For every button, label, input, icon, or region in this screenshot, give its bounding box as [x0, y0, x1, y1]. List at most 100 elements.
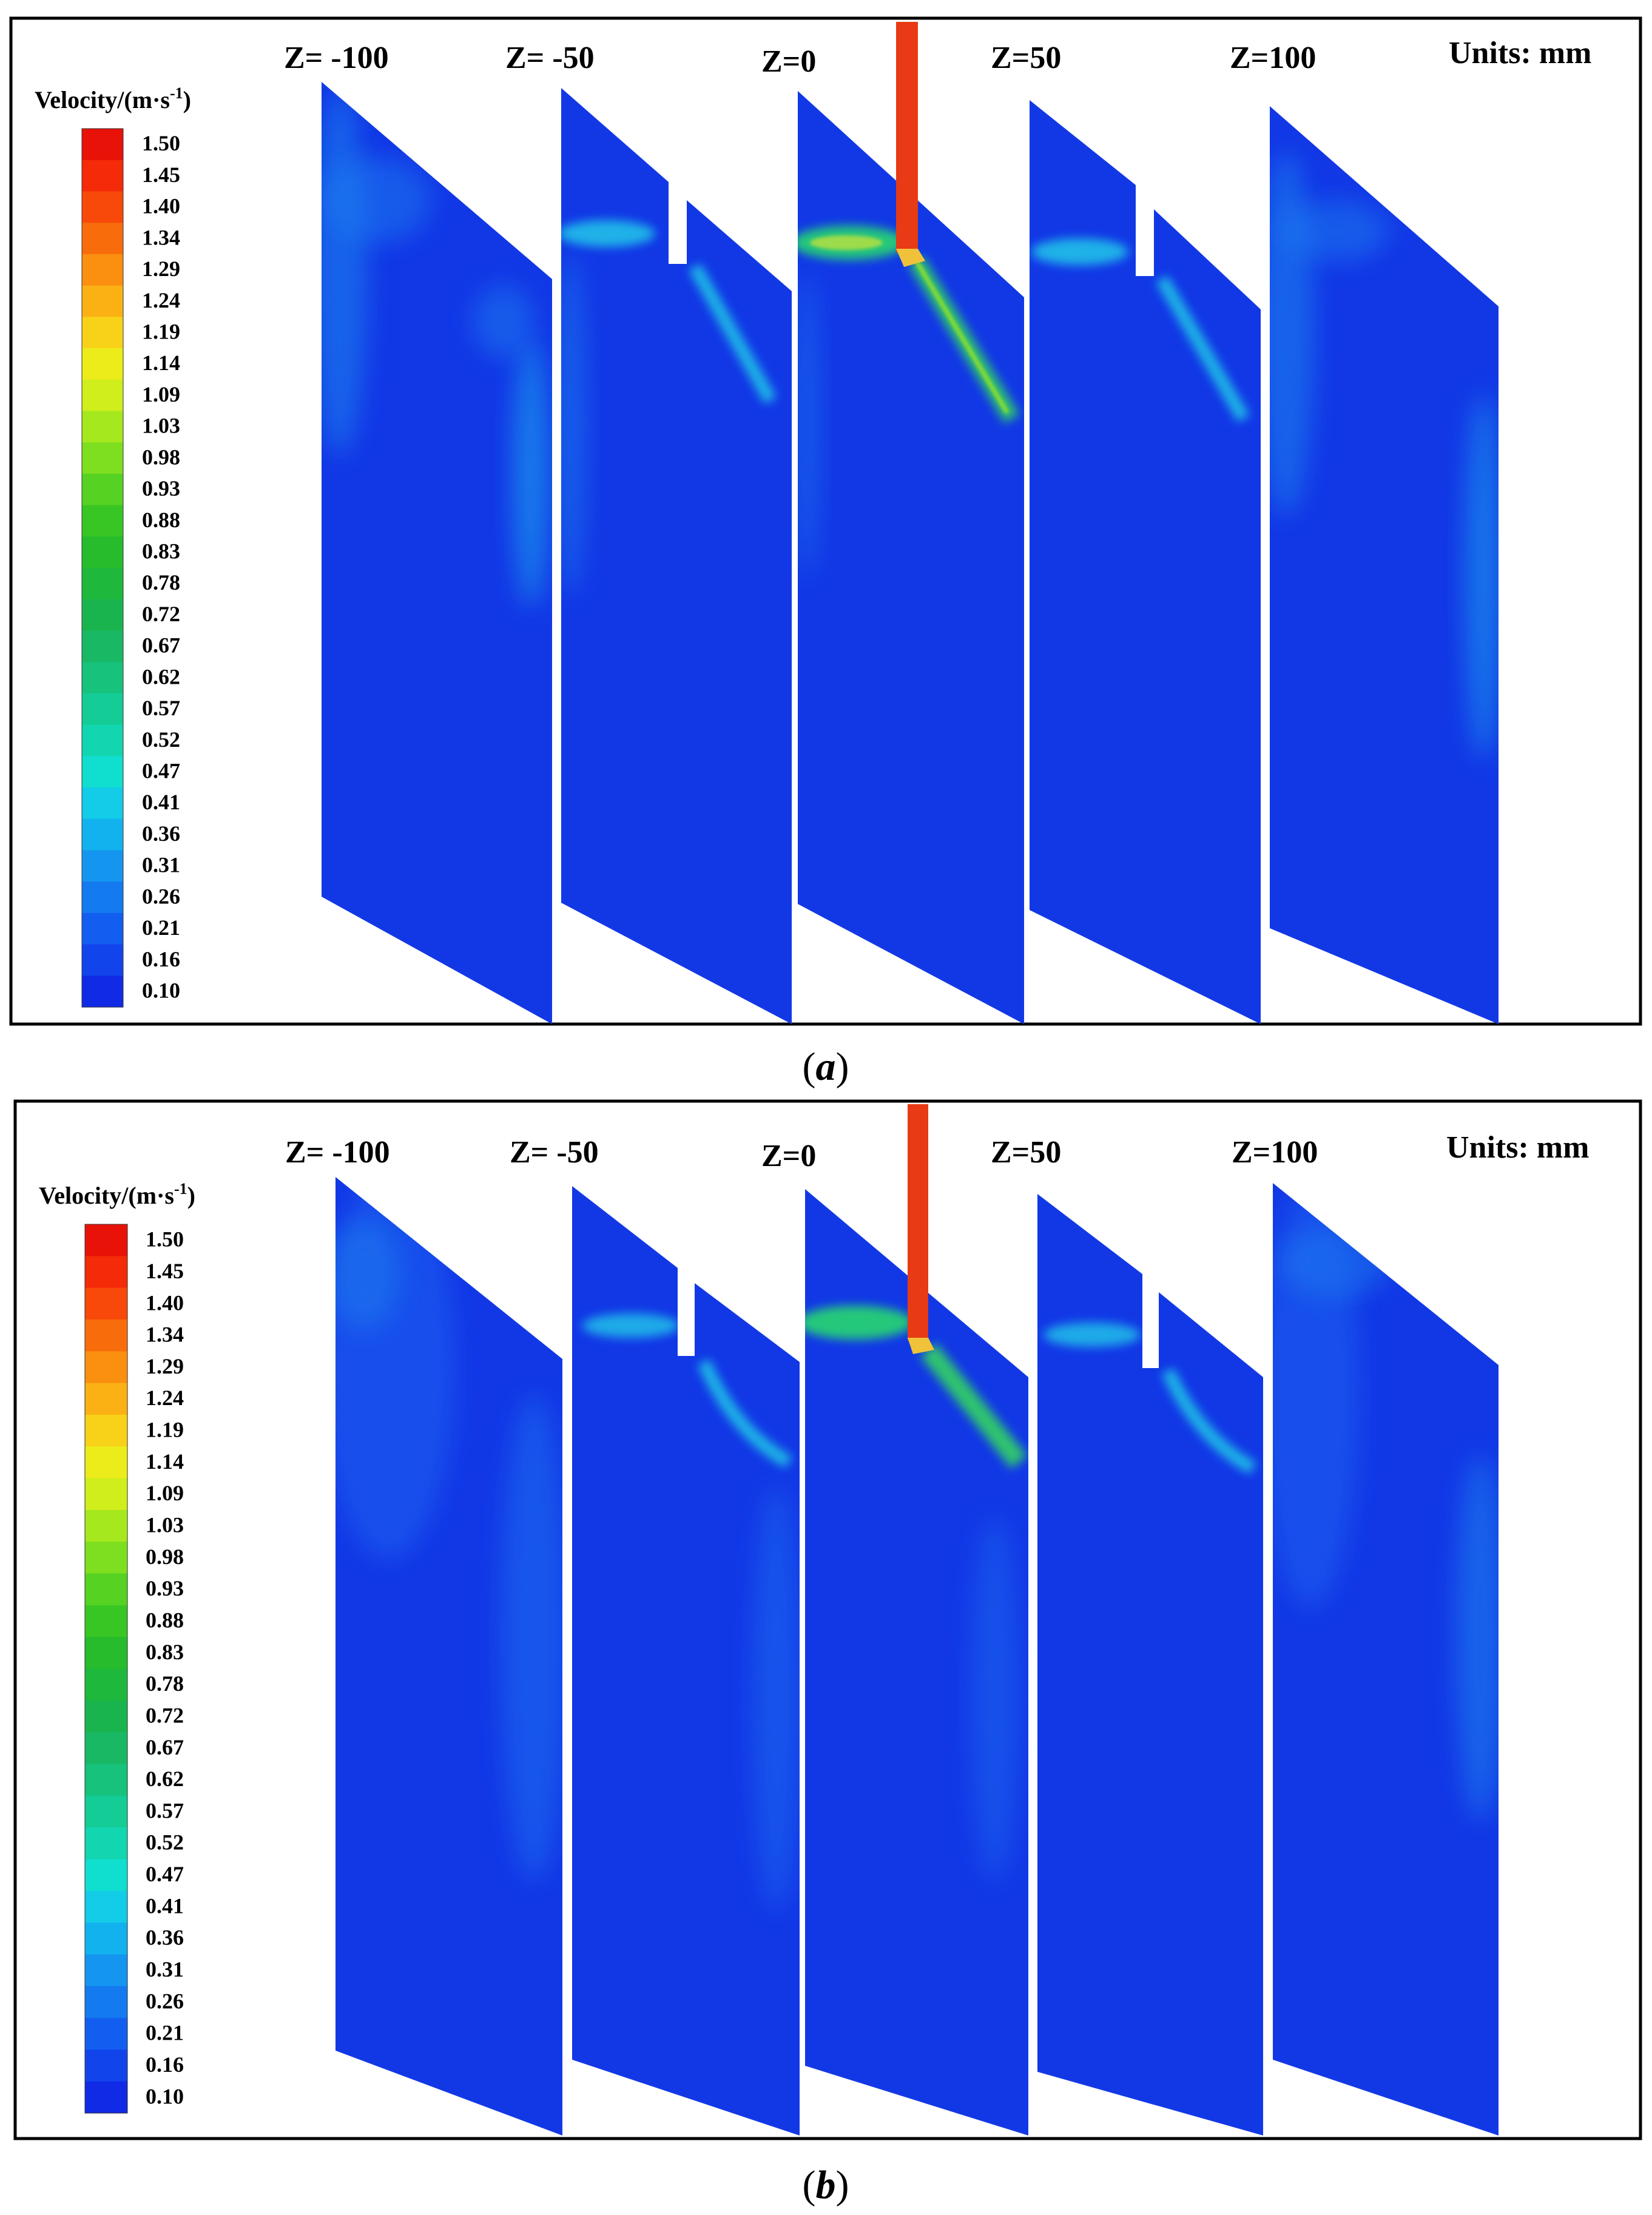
colorbar-swatch [82, 944, 123, 976]
colorbar-swatch [85, 1795, 127, 1828]
colorbar-tick-label: 1.03 [142, 414, 180, 438]
colorbar-swatch [85, 1224, 127, 1256]
colorbar-tick-label: 0.16 [146, 2052, 184, 2077]
colorbar-tick-label: 1.09 [146, 1481, 184, 1505]
colorbar-tick-label: 0.31 [146, 1957, 184, 1981]
colorbar-tick-label: 0.78 [146, 1671, 184, 1696]
colorbar-swatch [82, 442, 123, 474]
slice-label-z-neg100: Z= -100 [285, 1135, 390, 1170]
colorbar-tick-label: 0.83 [142, 539, 180, 563]
slice-z-neg50 [572, 1186, 800, 2136]
slice-label-z-0: Z=0 [761, 44, 816, 79]
colorbar-title: Velocity/(m·s-1) [39, 1180, 195, 1209]
slice-z-neg100 [322, 82, 552, 1024]
colorbar-tick-label: 0.52 [146, 1830, 184, 1855]
caption-b: (b) [803, 2163, 849, 2207]
slice-z-100 [1270, 106, 1499, 1024]
colorbar-tick-label: 0.26 [142, 884, 180, 908]
colorbar-swatch [85, 1542, 127, 1574]
colorbar-swatch [85, 2018, 127, 2050]
colorbar-tick-label: 0.52 [142, 727, 180, 752]
slice-label-z-100: Z=100 [1232, 1135, 1318, 1170]
colorbar-swatch [85, 1573, 127, 1606]
colorbar-tick-label: 0.88 [142, 508, 180, 532]
colorbar-swatch [82, 662, 123, 694]
slice-label-z-neg50: Z= -50 [505, 41, 595, 75]
colorbar-tick-label: 0.10 [142, 978, 180, 1002]
slice-label-z-0: Z=0 [761, 1139, 816, 1173]
slice-label-z-100: Z=100 [1230, 41, 1316, 75]
colorbar-swatch [82, 160, 123, 192]
colorbar-tick-label: 1.50 [142, 131, 180, 155]
colorbar-swatch [82, 536, 123, 568]
colorbar-swatch [82, 223, 123, 255]
colorbar-swatch [85, 1287, 127, 1320]
colorbar-tick-label: 1.34 [142, 225, 180, 249]
colorbar-tick-label: 0.36 [142, 821, 180, 846]
colorbar-swatch [82, 630, 123, 662]
colorbar-tick-label: 0.21 [142, 915, 180, 940]
slice-label-z-neg100: Z= -100 [284, 41, 389, 75]
colorbar-tick-label: 0.26 [146, 1989, 184, 2013]
colorbar-tick-labels: 1.50 1.45 1.40 1.34 1.29 1.24 1.19 1.14 1.09 1.03… [142, 131, 180, 1002]
slice-label-z-50: Z=50 [991, 41, 1061, 75]
colorbar-tick-label: 0.98 [146, 1545, 184, 1569]
colorbar-tick-label: 0.47 [146, 1862, 184, 1886]
colorbar-swatch [82, 285, 123, 317]
colorbar-tick-label: 0.72 [146, 1703, 184, 1727]
colorbar-swatch [85, 1890, 127, 1923]
colorbar-tick-label: 0.21 [146, 2021, 184, 2045]
colorbar-outline [81, 128, 124, 1008]
colorbar-tick-label: 1.50 [146, 1227, 184, 1252]
colorbar-title: Velocity/(m·s-1) [35, 84, 191, 113]
caption-a: (a) [803, 1045, 849, 1089]
colorbar-tick-label: 1.14 [142, 351, 180, 375]
slice-z-neg100 [335, 1177, 562, 2136]
colorbar-swatch [85, 1668, 127, 1701]
colorbar-tick-label: 1.40 [146, 1290, 184, 1315]
colorbar-swatch [85, 1509, 127, 1542]
colorbar-swatch [85, 1923, 127, 1955]
colorbar-swatch [82, 599, 123, 632]
colorbar-tick-label: 0.41 [142, 790, 180, 814]
colorbar-swatch [85, 1764, 127, 1796]
inlet-jet [908, 1104, 928, 1341]
colorbar-tick-label: 0.31 [142, 853, 180, 877]
colorbar-swatch [82, 348, 123, 380]
colorbar-tick-label: 0.78 [142, 570, 180, 595]
colorbar-tick-label: 1.19 [146, 1418, 184, 1442]
colorbar-tick-label: 1.24 [146, 1386, 184, 1410]
colorbar-swatch [82, 379, 123, 412]
colorbar-tick-label: 0.98 [142, 445, 180, 469]
colorbar-tick-labels: 1.50 1.45 1.40 1.34 1.29 1.24 1.19 1.14 1.09 1.03… [146, 1227, 184, 2109]
colorbar-swatch [82, 505, 123, 537]
colorbar-tick-label: 0.67 [146, 1735, 184, 1759]
colorbar-swatch [85, 1414, 127, 1447]
colorbar-swatch [85, 1605, 127, 1637]
colorbar-tick-label: 0.62 [142, 664, 180, 689]
colorbar-tick-label: 1.19 [142, 319, 180, 343]
colorbar-tick-label: 0.47 [142, 758, 180, 783]
colorbar-swatch [85, 1383, 127, 1415]
colorbar-swatch [82, 850, 123, 882]
colorbar-tick-label: 0.83 [146, 1640, 184, 1664]
colorbar-b: Velocity/(m·s-1) 1.50 1.45 1.40 1.34 1.29 1.2… [39, 1180, 195, 2114]
colorbar-swatch [82, 912, 123, 945]
colorbar-blocks [84, 1224, 128, 2114]
colorbar-swatch [85, 1827, 127, 1860]
colorbar-swatch [82, 818, 123, 851]
colorbar-tick-label: 1.03 [146, 1513, 184, 1537]
colorbar-blocks [81, 128, 124, 1008]
slice-z-0 [798, 22, 1024, 1024]
colorbar-tick-label: 0.57 [146, 1798, 184, 1822]
colorbar-swatch [85, 1732, 127, 1765]
colorbar-swatch [85, 1954, 127, 1987]
colorbar-swatch [82, 191, 123, 223]
colorbar-swatch [85, 1256, 127, 1289]
slice-z-50 [1037, 1194, 1263, 2136]
slice-z-0 [805, 1104, 1028, 2136]
colorbar-swatch [85, 2049, 127, 2082]
colorbar-tick-label: 1.29 [142, 257, 180, 281]
inlet-jet [896, 22, 918, 252]
